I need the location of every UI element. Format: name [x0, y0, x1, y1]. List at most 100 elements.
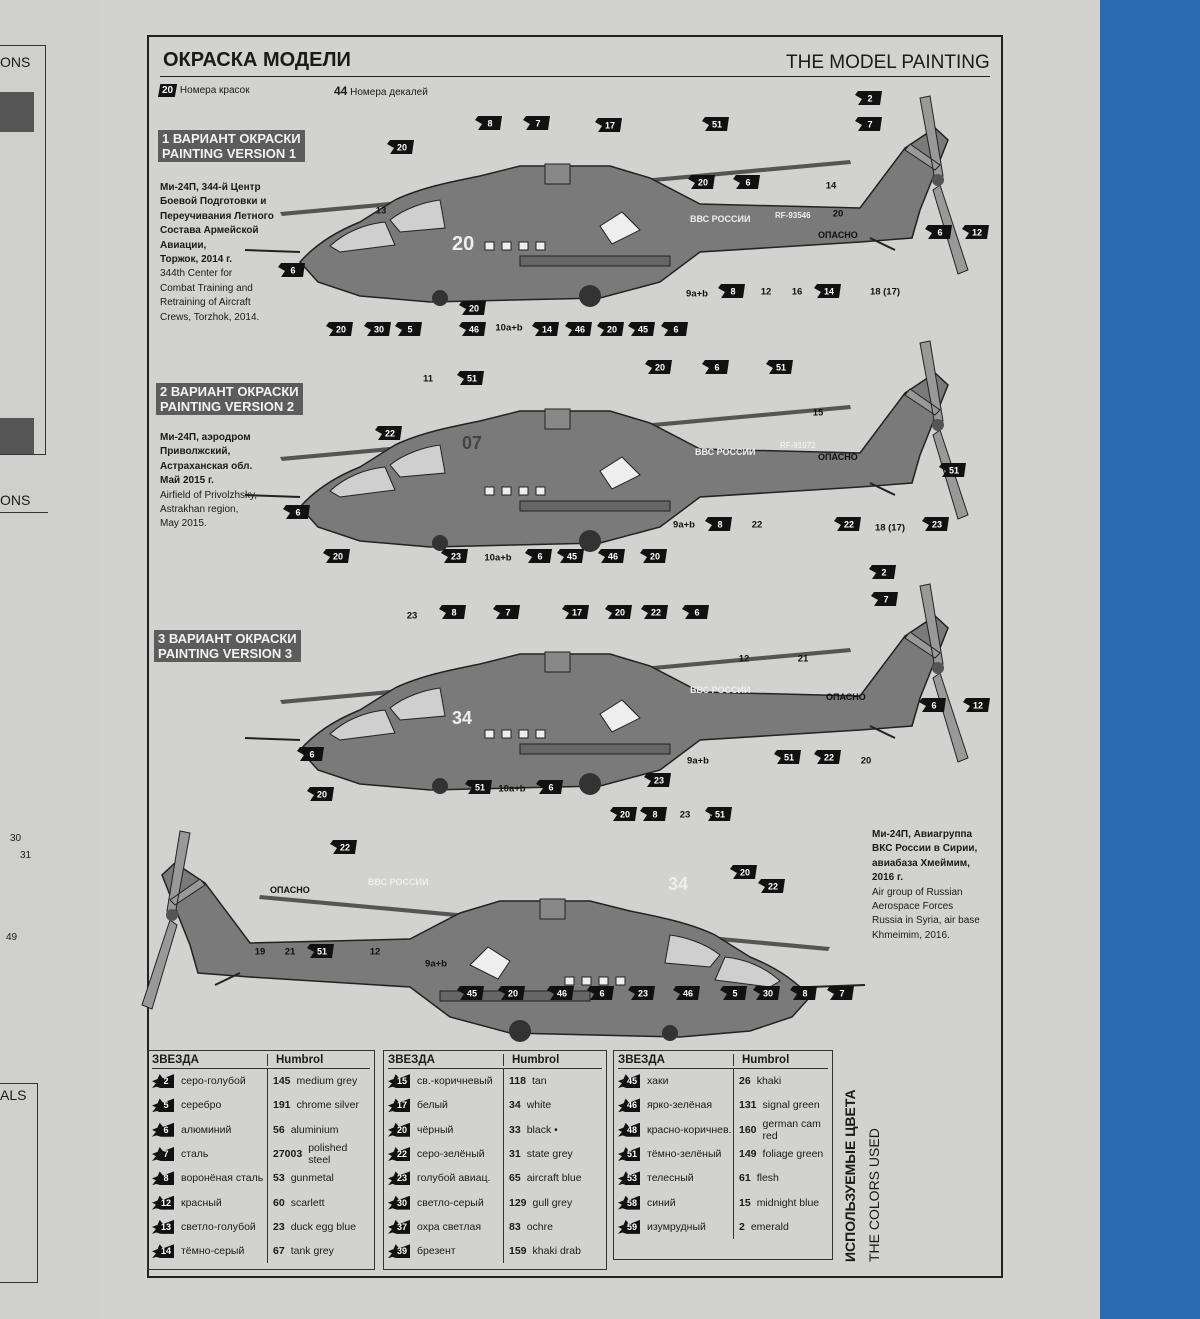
colors-title-en: THE COLORS USED	[866, 1128, 882, 1262]
star-badge-icon	[733, 175, 760, 189]
humbrol-number: 149	[739, 1148, 757, 1161]
humbrol-number: 61	[739, 1172, 751, 1185]
callout-label: 23	[932, 520, 942, 530]
star-badge-icon	[939, 463, 966, 477]
color-row: 20 чёрный 33 black •	[384, 1117, 606, 1142]
paint-callout: 7	[827, 986, 854, 1000]
color-name-ru: тёмно-серый	[181, 1245, 245, 1258]
zvezda-paint-number: 53	[618, 1171, 640, 1186]
paint-callout: 20	[459, 301, 486, 315]
color-name-ru: алюминий	[181, 1123, 232, 1136]
color-name-ru: воронёная сталь	[181, 1172, 264, 1185]
star-badge-icon	[682, 605, 709, 619]
star-badge-icon	[557, 549, 584, 563]
callout-label: 51	[467, 374, 477, 384]
version-3-label: 3 ВАРИАНТ ОКРАСКИ PAINTING VERSION 3	[154, 630, 301, 662]
paint-callout: 51	[465, 780, 492, 794]
color-row: 12 красный 60 scarlett	[148, 1190, 374, 1215]
col-humbrol: Humbrol	[267, 1053, 323, 1066]
star-badge-icon	[457, 371, 484, 385]
star-badge-icon	[330, 840, 357, 854]
decal-callout: 16	[792, 287, 803, 298]
humbrol-number: 60	[273, 1196, 285, 1209]
callout-label: 20	[469, 304, 479, 314]
col-zvezda: ЗВЕЗДА	[388, 1053, 435, 1066]
star-badge-icon	[597, 322, 624, 336]
col-humbrol: Humbrol	[733, 1053, 789, 1066]
star-badge-icon	[364, 322, 391, 336]
col-zvezda: ЗВЕЗДА	[618, 1053, 665, 1066]
star-badge-icon	[919, 698, 946, 712]
star-badge-icon	[628, 322, 655, 336]
callout-label: 6	[694, 608, 699, 618]
star-badge-icon	[498, 986, 525, 1000]
zvezda-paint-number: 23	[388, 1171, 410, 1186]
star-badge-icon	[562, 605, 589, 619]
fuselage-inscription: ВВС РОССИИ	[690, 685, 750, 695]
star-badge-icon	[536, 780, 563, 794]
callout-label: 8	[802, 989, 807, 999]
paint-callout: 51	[307, 944, 334, 958]
star-badge-icon	[720, 986, 747, 1000]
humbrol-number: 160	[739, 1123, 757, 1136]
decal-callout: 9a+b	[687, 756, 709, 767]
version-2-label: 2 ВАРИАНТ ОКРАСКИ PAINTING VERSION 2	[156, 383, 303, 415]
color-name-en: medium grey	[296, 1075, 358, 1088]
description-en-line: Astrakhan region,	[160, 504, 239, 516]
paint-callout: 20	[326, 322, 353, 336]
star-badge-icon	[598, 549, 625, 563]
callout-label: 5	[732, 989, 737, 999]
version-label-en: PAINTING VERSION 3	[158, 646, 293, 661]
callout-label: 20	[508, 989, 518, 999]
callout-label: 6	[309, 750, 314, 760]
colors-title-en-wrap: THE COLORS USED	[866, 1128, 882, 1262]
table-header: ЗВЕЗДА Humbrol	[388, 1051, 602, 1069]
paint-callout: 20	[605, 605, 632, 619]
paint-callout: 51	[939, 463, 966, 477]
paint-callout: 45	[628, 322, 655, 336]
version-2-description: Ми-24П, аэродром Приволжский, Астраханская…	[160, 431, 257, 532]
callout-label: 14	[824, 287, 834, 297]
description-ru-line: Боевой Подготовки и	[160, 196, 267, 208]
callout-label: 6	[295, 508, 300, 518]
callout-label: 46	[469, 325, 479, 335]
star-badge-icon	[323, 549, 350, 563]
paint-callout: 22	[641, 605, 668, 619]
decal-callout: 23	[407, 611, 418, 622]
paint-callout: 23	[644, 773, 671, 787]
star-badge-icon	[297, 747, 324, 761]
paint-callout: 22	[758, 879, 785, 893]
zvezda-paint-number: 12	[152, 1195, 174, 1210]
star-badge-icon	[962, 225, 989, 239]
star-badge-icon	[834, 517, 861, 531]
description-ru-line: ВКС России в Сирии,	[872, 843, 978, 855]
humbrol-number: 129	[509, 1196, 527, 1209]
callout-label: 9a+b	[686, 289, 708, 300]
paint-callout: 6	[278, 263, 305, 277]
callout-label: 12	[972, 228, 982, 238]
description-ru-line: Астраханская обл.	[160, 460, 253, 472]
paint-callout: 20	[730, 865, 757, 879]
paint-callout: 6	[283, 505, 310, 519]
star-badge-icon	[661, 322, 688, 336]
helicopter-version-4	[141, 830, 866, 1043]
decal-callout: 14	[826, 181, 837, 192]
color-row: 23 голубой авиац. 65 aircraft blue	[384, 1166, 606, 1191]
callout-label: 23	[680, 810, 691, 821]
color-row: 45 хаки 26 khaki	[614, 1069, 832, 1094]
color-name-en: duck egg blue	[290, 1220, 357, 1233]
callout-label: 30	[374, 325, 384, 335]
color-name-en: german cam red	[762, 1117, 821, 1142]
paint-callout: 51	[766, 360, 793, 374]
description-en-line: May 2015.	[160, 518, 207, 530]
registration: RF-93546	[775, 211, 811, 220]
description-en-line: Air group of Russian	[872, 886, 963, 898]
callout-label: 5	[709, 810, 715, 821]
version-label-en: PAINTING VERSION 1	[162, 146, 297, 161]
paint-callout: 20	[688, 175, 715, 189]
callout-label: 20	[336, 325, 346, 335]
paint-callout: 6	[297, 747, 324, 761]
callout-label: 17	[572, 608, 582, 618]
color-name-en: tank grey	[290, 1245, 334, 1258]
zvezda-paint-number: 8	[152, 1171, 174, 1186]
